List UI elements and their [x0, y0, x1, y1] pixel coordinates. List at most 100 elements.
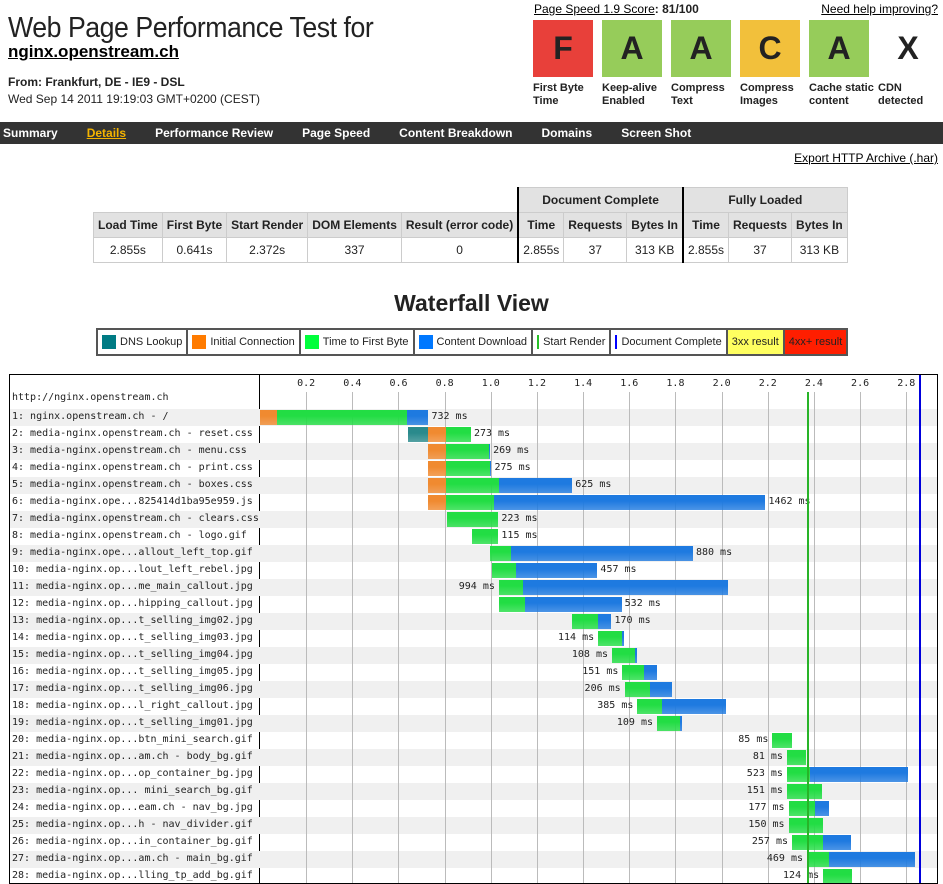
ttfb-segment — [786, 767, 810, 782]
request-row[interactable]: 9: media-nginx.ope...allout_left_top.gif… — [10, 545, 937, 562]
request-label[interactable]: 17: media-nginx.op...t_selling_img06.jpg — [12, 683, 253, 694]
request-label[interactable]: 7: media-nginx.openstream.ch - clears.cs… — [12, 513, 259, 524]
ttfb-segment — [611, 648, 635, 663]
request-row[interactable]: 14: media-nginx.op...t_selling_img03.jpg… — [10, 630, 937, 647]
grade-box[interactable]: F — [533, 20, 593, 77]
legend-swatch — [192, 335, 207, 349]
request-row[interactable]: 18: media-nginx.op...l_right_callout.jpg… — [10, 698, 937, 715]
request-label[interactable]: 10: media-nginx.op...lout_left_rebel.jpg — [12, 564, 253, 575]
nav-tab-details[interactable]: Details — [86, 126, 127, 140]
request-label[interactable]: 18: media-nginx.op...l_right_callout.jpg — [12, 700, 253, 711]
column-header: Requests — [728, 212, 793, 238]
request-row[interactable]: 2: media-nginx.openstream.ch - reset.css… — [10, 426, 937, 443]
request-row[interactable]: 26: media-nginx.op...in_container_bg.gif… — [10, 834, 937, 851]
duration-label: 257 ms — [751, 836, 788, 847]
request-label[interactable]: 11: media-nginx.op...me_main_callout.jpg — [12, 581, 253, 592]
connect-segment — [260, 410, 278, 425]
grade-box[interactable]: A — [602, 20, 662, 77]
ttfb-segment — [446, 461, 491, 476]
request-row[interactable]: 3: media-nginx.openstream.ch - menu.css 2… — [10, 443, 937, 460]
request-label[interactable]: 16: media-nginx.op...t_selling_img05.jpg — [12, 666, 253, 677]
request-label[interactable]: 3: media-nginx.openstream.ch - menu.css — [12, 445, 247, 456]
ttfb-segment — [491, 563, 517, 578]
request-label[interactable]: 6: media-nginx.ope...825414d1ba95e959.js — [12, 496, 253, 507]
request-row[interactable]: 20: media-nginx.op...btn_mini_search.gif… — [10, 732, 937, 749]
site-link[interactable]: nginx.openstream.ch — [8, 42, 179, 61]
request-row[interactable]: 6: media-nginx.ope...825414d1ba95e959.js… — [10, 494, 937, 511]
request-row[interactable]: 25: media-nginx.op...h - nav_divider.gif… — [10, 817, 937, 834]
request-row[interactable]: 11: media-nginx.op...me_main_callout.jpg… — [10, 579, 937, 596]
pagespeed-link[interactable]: Page Speed 1.9 Score — [534, 2, 655, 16]
download-segment — [490, 461, 492, 476]
tick-label: 2.2 — [758, 378, 777, 389]
request-row[interactable]: 1: nginx.openstream.ch - / 732 ms — [10, 409, 937, 426]
duration-label: 273 ms — [473, 428, 511, 439]
gridline — [906, 392, 908, 883]
request-label[interactable]: 26: media-nginx.op...in_container_bg.gif — [12, 836, 253, 847]
export-har-link[interactable]: Export HTTP Archive (.har) — [794, 151, 938, 165]
request-row[interactable]: 21: media-nginx.op...am.ch - body_bg.gif… — [10, 749, 937, 766]
nav-tab-content-breakdown[interactable]: Content Breakdown — [399, 126, 513, 140]
request-row[interactable]: 13: media-nginx.op...t_selling_img02.jpg… — [10, 613, 937, 630]
request-label[interactable]: 25: media-nginx.op...h - nav_divider.gif — [12, 819, 253, 830]
gridline — [721, 392, 723, 883]
request-label[interactable]: 9: media-nginx.ope...allout_left_top.gif — [12, 547, 253, 558]
result-value: 2.855s — [681, 237, 730, 263]
request-row[interactable]: 24: media-nginx.op...eam.ch - nav_bg.jpg… — [10, 800, 937, 817]
grade-box[interactable]: A — [671, 20, 731, 77]
tick-label: 1.4 — [574, 378, 593, 389]
request-label[interactable]: 28: media-nginx.op...lling_tp_add_bg.gif — [12, 870, 253, 881]
request-label[interactable]: 4: media-nginx.openstream.ch - print.css — [12, 462, 253, 473]
request-label[interactable]: 8: media-nginx.openstream.ch - logo.gif — [12, 530, 247, 541]
request-row[interactable]: 12: media-nginx.op...hipping_callout.jpg… — [10, 596, 937, 613]
request-row[interactable]: 22: media-nginx.op...op_container_bg.jpg… — [10, 766, 937, 783]
nav-tab-page-speed[interactable]: Page Speed — [302, 126, 371, 140]
request-row[interactable]: 27: media-nginx.op...am.ch - main_bg.gif… — [10, 851, 937, 868]
request-label[interactable]: 15: media-nginx.op...t_selling_img04.jpg — [12, 649, 253, 660]
request-label[interactable]: 22: media-nginx.op...op_container_bg.jpg — [12, 768, 253, 779]
grade-box[interactable]: X — [878, 20, 938, 77]
request-row[interactable]: 4: media-nginx.openstream.ch - print.css… — [10, 460, 937, 477]
tick-label: 2.6 — [851, 378, 870, 389]
request-row[interactable]: 19: media-nginx.op...t_selling_img01.jpg… — [10, 715, 937, 732]
request-label[interactable]: 20: media-nginx.op...btn_mini_search.gif — [12, 734, 253, 745]
download-segment — [489, 444, 491, 459]
nav-tab-performance-review[interactable]: Performance Review — [155, 126, 274, 140]
request-label[interactable]: 19: media-nginx.op...t_selling_img01.jpg — [12, 717, 253, 728]
request-label[interactable]: 2: media-nginx.openstream.ch - reset.css — [12, 428, 253, 439]
duration-label: 114 ms — [558, 632, 595, 643]
tick-label: 1.0 — [481, 378, 500, 389]
help-link[interactable]: Need help improving? — [821, 2, 938, 16]
request-row[interactable]: 10: media-nginx.op...lout_left_rebel.jpg… — [10, 562, 937, 579]
request-row[interactable]: 16: media-nginx.op...t_selling_img05.jpg… — [10, 664, 937, 681]
legend-item: Content Download — [415, 330, 534, 354]
legend-item: Document Complete — [611, 330, 728, 354]
request-label[interactable]: 5: media-nginx.openstream.ch - boxes.css — [12, 479, 253, 490]
request-row[interactable]: 15: media-nginx.op...t_selling_img04.jpg… — [10, 647, 937, 664]
result-value: 313 KB — [791, 237, 848, 263]
request-row[interactable]: 7: media-nginx.openstream.ch - clears.cs… — [10, 511, 937, 528]
result-value: 37 — [728, 237, 793, 263]
grade-box[interactable]: C — [740, 20, 800, 77]
request-row[interactable]: 17: media-nginx.op...t_selling_img06.jpg… — [10, 681, 937, 698]
duration-label: 732 ms — [431, 411, 468, 422]
nav-tab-screen-shot[interactable]: Screen Shot — [621, 126, 692, 140]
request-row[interactable]: 23: media-nginx.op... mini_search_bg.gif… — [10, 783, 937, 800]
request-row[interactable]: 28: media-nginx.op...lling_tp_add_bg.gif… — [10, 868, 937, 883]
page-title: Web Page Performance Test for — [8, 12, 374, 44]
request-label[interactable]: 13: media-nginx.op...t_selling_img02.jpg — [12, 615, 253, 626]
request-row[interactable]: 8: media-nginx.openstream.ch - logo.gif 1… — [10, 528, 937, 545]
request-label[interactable]: 27: media-nginx.op...am.ch - main_bg.gif — [12, 853, 253, 864]
nav-tab-domains[interactable]: Domains — [541, 126, 593, 140]
nav-tab-summary[interactable]: Summary — [3, 126, 58, 140]
result-value: 2.855s — [517, 237, 565, 263]
request-label[interactable]: 12: media-nginx.op...hipping_callout.jpg — [12, 598, 253, 609]
legend-item: Time to First Byte — [301, 330, 415, 354]
request-label[interactable]: 24: media-nginx.op...eam.ch - nav_bg.jpg — [12, 802, 253, 813]
request-label[interactable]: 14: media-nginx.op...t_selling_img03.jpg — [12, 632, 253, 643]
request-label[interactable]: 1: nginx.openstream.ch - / — [12, 411, 169, 422]
request-row[interactable]: 5: media-nginx.openstream.ch - boxes.css… — [10, 477, 937, 494]
request-label[interactable]: 21: media-nginx.op...am.ch - body_bg.gif — [12, 751, 253, 762]
request-label[interactable]: 23: media-nginx.op... mini_search_bg.gif — [12, 785, 253, 796]
grade-box[interactable]: A — [809, 20, 869, 77]
